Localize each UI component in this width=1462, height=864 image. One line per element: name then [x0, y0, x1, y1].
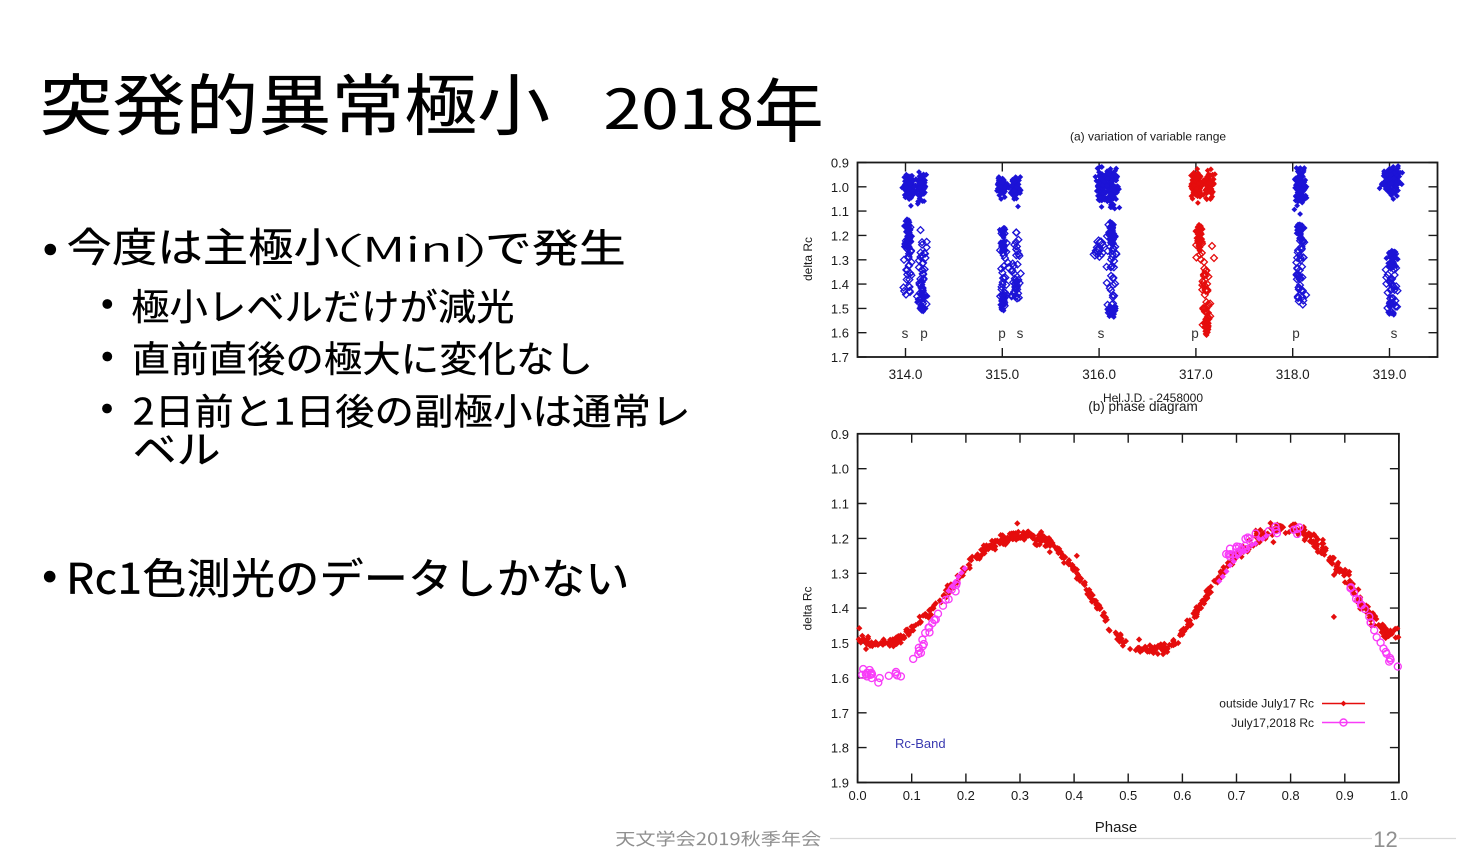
- svg-text:1.6: 1.6: [831, 671, 849, 686]
- svg-text:1.0: 1.0: [831, 462, 849, 477]
- svg-text:s: s: [1391, 326, 1398, 341]
- svg-text:1.0: 1.0: [831, 180, 849, 195]
- svg-text:delta Rc: delta Rc: [801, 237, 815, 281]
- svg-text:0.8: 0.8: [1282, 788, 1300, 803]
- svg-text:12: 12: [1373, 827, 1397, 852]
- svg-text:0.7: 0.7: [1227, 788, 1245, 803]
- svg-text:Rc-Band: Rc-Band: [895, 736, 946, 751]
- svg-text:1.3: 1.3: [831, 253, 849, 268]
- svg-text:1.4: 1.4: [831, 277, 849, 292]
- svg-text:July17,2018 Rc: July17,2018 Rc: [1231, 716, 1314, 730]
- svg-text:1.8: 1.8: [831, 741, 849, 756]
- svg-text:1.1: 1.1: [831, 497, 849, 512]
- svg-text:1.5: 1.5: [831, 636, 849, 651]
- svg-text:318.0: 318.0: [1276, 367, 1310, 382]
- svg-text:0.3: 0.3: [1011, 788, 1029, 803]
- svg-text:Phase: Phase: [1095, 819, 1138, 836]
- svg-text:0.6: 0.6: [1173, 788, 1191, 803]
- svg-text:1.2: 1.2: [831, 228, 849, 243]
- svg-text:0.0: 0.0: [849, 788, 867, 803]
- svg-text:delta Rc: delta Rc: [801, 586, 815, 630]
- svg-text:p: p: [1292, 326, 1300, 341]
- svg-text:315.0: 315.0: [985, 367, 1019, 382]
- svg-text:1.3: 1.3: [831, 566, 849, 581]
- svg-text:1.9: 1.9: [831, 776, 849, 791]
- svg-text:319.0: 319.0: [1373, 367, 1407, 382]
- svg-text:1.4: 1.4: [831, 601, 849, 616]
- svg-text:1.6: 1.6: [831, 326, 849, 341]
- svg-text:s: s: [902, 326, 909, 341]
- svg-text:outside July17 Rc: outside July17 Rc: [1219, 697, 1314, 711]
- svg-text:0.9: 0.9: [831, 427, 849, 442]
- svg-text:0.4: 0.4: [1065, 788, 1083, 803]
- svg-text:1.5: 1.5: [831, 301, 849, 316]
- svg-text:316.0: 316.0: [1082, 367, 1116, 382]
- svg-text:0.9: 0.9: [1336, 788, 1354, 803]
- svg-text:s: s: [1098, 326, 1105, 341]
- svg-text:p: p: [998, 326, 1006, 341]
- svg-text:0.9: 0.9: [831, 156, 849, 171]
- svg-text:0.5: 0.5: [1119, 788, 1137, 803]
- svg-text:Hel.J.D. - 2458000: Hel.J.D. - 2458000: [1103, 391, 1203, 405]
- svg-text:p: p: [1191, 326, 1199, 341]
- svg-text:314.0: 314.0: [889, 367, 923, 382]
- svg-text:1.1: 1.1: [831, 204, 849, 219]
- svg-text:(b) phase diagram: (b) phase diagram: [1088, 399, 1198, 414]
- svg-text:1.7: 1.7: [831, 350, 849, 365]
- svg-text:0.1: 0.1: [903, 788, 921, 803]
- svg-text:1.7: 1.7: [831, 706, 849, 721]
- svg-text:s: s: [1017, 326, 1024, 341]
- svg-text:(a) variation of variable rang: (a) variation of variable range: [1070, 130, 1226, 144]
- svg-text:1.2: 1.2: [831, 531, 849, 546]
- svg-text:p: p: [920, 326, 928, 341]
- svg-text:1.0: 1.0: [1390, 788, 1408, 803]
- svg-text:317.0: 317.0: [1179, 367, 1213, 382]
- svg-text:0.2: 0.2: [957, 788, 975, 803]
